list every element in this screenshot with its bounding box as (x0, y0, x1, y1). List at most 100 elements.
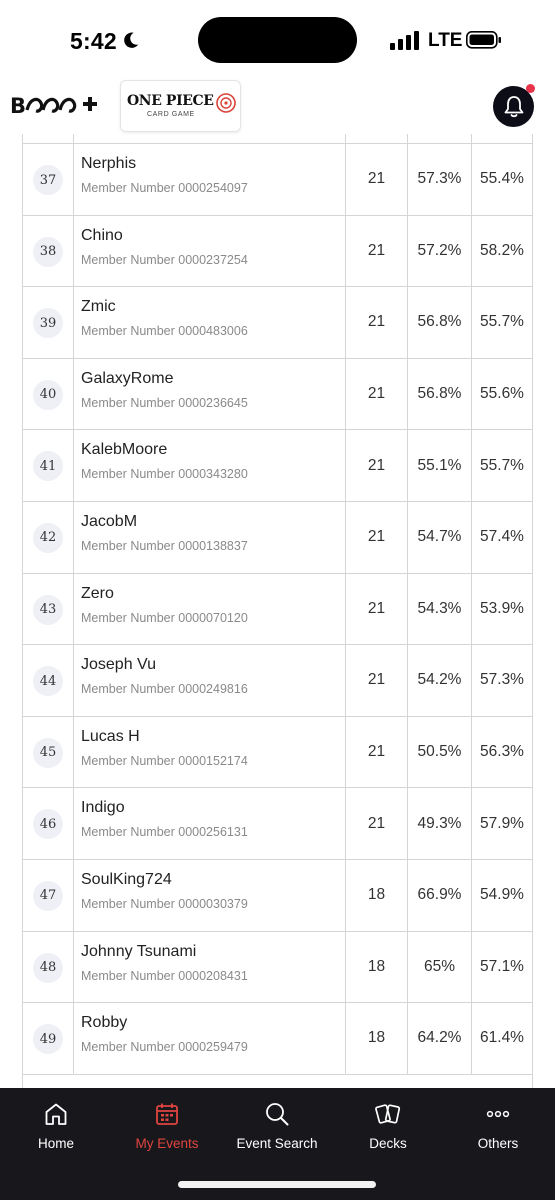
player-cell: JacobM Member Number 0000138837 (74, 501, 346, 573)
player-name[interactable]: Nerphis (81, 155, 137, 172)
win-rate-value: 56.8% (417, 313, 462, 331)
points-value: 21 (367, 814, 386, 832)
table-row[interactable]: 48 Johnny Tsunami Member Number 0000208431… (23, 931, 532, 1004)
points-cell: 21 (346, 287, 408, 358)
player-cell: Indigo Member Number 0000256131 (74, 788, 346, 859)
player-cell: Joseph Vu Member Number 0000249816 (74, 645, 346, 716)
table-row[interactable]: 42 JacobM Member Number 0000138837 21 54.7% 5… (23, 501, 532, 574)
one-piece-card-game-logo[interactable]: ONE PIECE CARD GAME (120, 80, 241, 132)
nav-others[interactable]: Others (443, 1088, 553, 1168)
status-bar: 5:42 LTE (0, 0, 555, 80)
win-rate-value: 64.2% (417, 1029, 462, 1047)
player-name[interactable]: SoulKing724 (81, 870, 172, 888)
player-name[interactable]: Joseph Vu (81, 656, 157, 674)
player-name[interactable]: Lucas H (81, 727, 140, 745)
nav-event-search[interactable]: Event Search (222, 1088, 332, 1168)
table-row[interactable]: 49 Robby Member Number 0000259479 18 64.2% 61… (23, 1003, 532, 1075)
member-number: Member Number 0000070120 (81, 610, 248, 625)
rank-badge: 39 (33, 308, 63, 339)
rank-badge: 43 (33, 594, 63, 625)
win-rate-cell: 66.9% (408, 859, 472, 931)
nav-home[interactable]: Home (1, 1088, 111, 1168)
opponent-win-rate-value: 55.7% (480, 456, 524, 474)
more-icon (486, 1110, 510, 1118)
nav-my-events[interactable]: My Events (112, 1088, 222, 1168)
opponent-win-rate-value: 53.9% (480, 599, 524, 617)
player-name[interactable]: Chino (81, 226, 123, 244)
points-value: 21 (367, 599, 386, 617)
points-value: 21 (367, 456, 386, 474)
rank-badge: 44 (33, 666, 63, 697)
rank-cell: 49 (23, 1003, 74, 1074)
points-cell: 18 (346, 931, 408, 1003)
nav-decks[interactable]: Decks (333, 1088, 443, 1168)
rank-cell: 47 (23, 859, 74, 931)
table-body: 37 Nerphis Member Number 0000254097 21 57.3%… (23, 144, 532, 1075)
player-name[interactable]: Zero (81, 584, 114, 602)
points-cell: 21 (346, 716, 408, 788)
table-row[interactable]: 44 Joseph Vu Member Number 0000249816 21 54.… (23, 645, 532, 717)
player-cell: Zero Member Number 0000070120 (74, 573, 346, 645)
table-row[interactable]: 40 GalaxyRome Member Number 0000236645 21 56… (23, 358, 532, 431)
player-name[interactable]: Robby (81, 1014, 128, 1032)
opponent-win-rate-cell: 54.9% (472, 860, 532, 931)
points-value: 18 (367, 886, 386, 904)
win-rate-cell: 56.8% (408, 358, 472, 430)
opponent-win-rate-value: 57.4% (480, 528, 524, 546)
table-row[interactable]: 45 Lucas H Member Number 0000152174 21 50.5%… (23, 716, 532, 789)
win-rate-value: 66.9% (417, 886, 462, 904)
player-cell: Lucas H Member Number 0000152174 (74, 716, 346, 788)
bell-icon (504, 96, 524, 118)
points-cell: 18 (346, 859, 408, 931)
table-row[interactable]: 46 Indigo Member Number 0000256131 21 49.3% 5… (23, 788, 532, 860)
points-cell: 21 (346, 430, 408, 501)
points-cell: 18 (346, 1003, 408, 1074)
player-name[interactable]: Zmic (81, 298, 116, 316)
rank-cell: 44 (23, 645, 74, 716)
player-name[interactable]: Johnny Tsunami (81, 942, 197, 960)
member-number: Member Number 0000256131 (81, 825, 248, 840)
opponent-win-rate-cell: 55.7% (472, 430, 532, 501)
player-cell: Chino Member Number 0000237254 (74, 215, 346, 287)
opponent-win-rate-cell: 61.4% (472, 1003, 532, 1074)
member-number: Member Number 0000208431 (81, 968, 248, 983)
table-row[interactable]: 38 Chino Member Number 0000237254 21 57.2% 58… (23, 215, 532, 288)
win-rate-cell: 55.1% (408, 430, 472, 501)
rank-badge: 45 (33, 737, 63, 768)
rank-cell: 41 (23, 430, 74, 501)
cards-icon (375, 1104, 401, 1124)
table-row[interactable]: 47 SoulKing724 Member Number 0000030379 18 6… (23, 859, 532, 932)
rank-cell: 43 (23, 573, 74, 645)
win-rate-cell: 57.2% (408, 215, 472, 287)
table-row[interactable]: 43 Zero Member Number 0000070120 21 54.3% 53.… (23, 573, 532, 646)
home-icon (45, 1103, 67, 1125)
nav-others-label: Others (477, 1136, 519, 1151)
player-name[interactable]: Indigo (81, 799, 125, 817)
points-value: 18 (367, 1029, 386, 1047)
member-number: Member Number 0000138837 (81, 538, 248, 553)
table-row-partial (23, 134, 532, 144)
table-row[interactable]: 39 Zmic Member Number 0000483006 21 56.8% 55.… (23, 287, 532, 359)
opponent-win-rate-cell: 57.1% (472, 932, 532, 1003)
opponent-win-rate-value: 54.9% (480, 886, 524, 904)
win-rate-value: 50.5% (417, 743, 462, 761)
notification-button[interactable] (493, 86, 534, 127)
rank-cell: 39 (23, 287, 74, 358)
opponent-win-rate-cell: 56.3% (472, 717, 532, 788)
player-name[interactable]: KalebMoore (81, 441, 168, 459)
player-name[interactable]: GalaxyRome (81, 369, 174, 387)
player-cell: SoulKing724 Member Number 0000030379 (74, 859, 346, 931)
points-value: 21 (367, 170, 386, 188)
opponent-win-rate-cell: 58.2% (472, 216, 532, 287)
opponent-win-rate-value: 57.1% (480, 957, 524, 975)
table-row[interactable]: 41 KalebMoore Member Number 0000343280 21 55… (23, 430, 532, 502)
nav-event-search-label: Event Search (236, 1136, 318, 1151)
nav-home-label: Home (37, 1136, 74, 1151)
opponent-win-rate-value: 55.4% (480, 170, 524, 188)
nav-decks-label: Decks (369, 1136, 407, 1151)
table-row[interactable]: 37 Nerphis Member Number 0000254097 21 57.3%… (23, 144, 532, 216)
player-cell: Nerphis Member Number 0000254097 (74, 144, 346, 215)
bandai-card-games-logo[interactable]: B (10, 91, 102, 119)
player-name[interactable]: JacobM (81, 512, 138, 530)
opponent-win-rate-cell: 57.3% (472, 645, 532, 716)
